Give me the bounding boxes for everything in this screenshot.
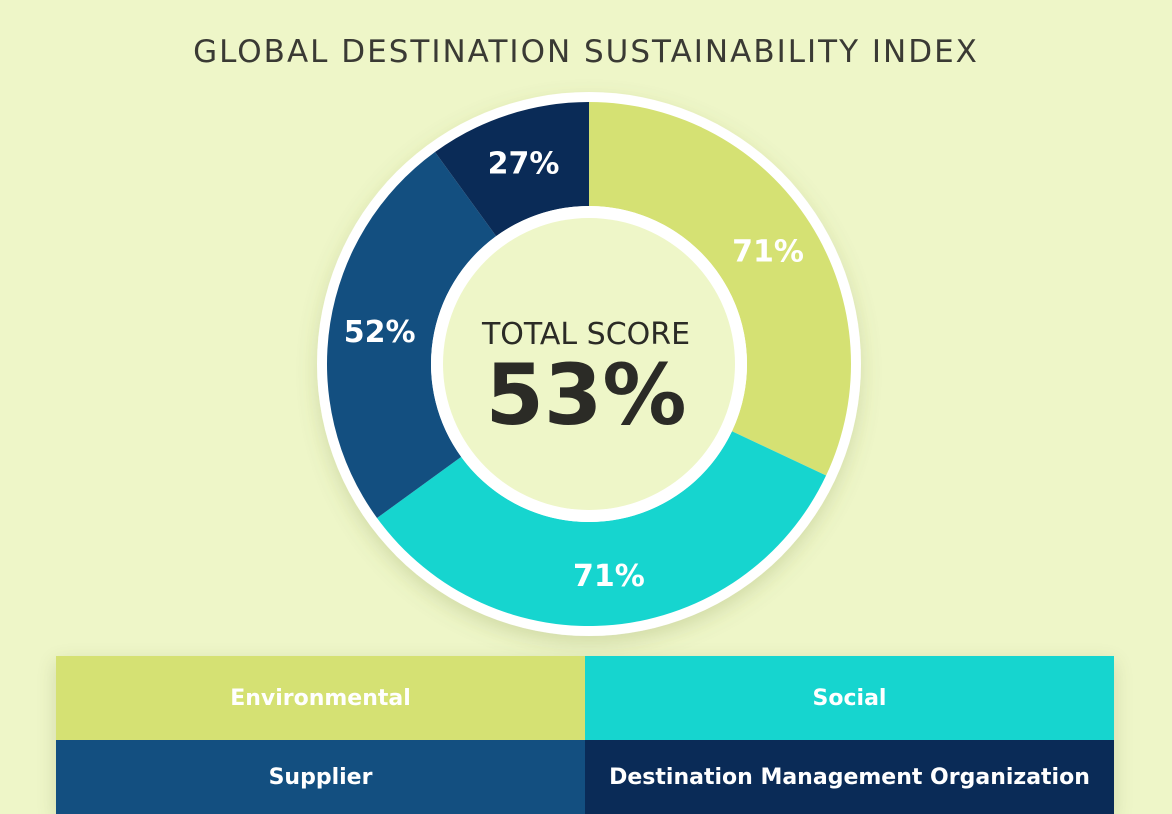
legend-label: Supplier (268, 764, 373, 790)
center-caption: TOTAL SCORE (481, 317, 690, 352)
legend-item-environmental: Environmental (56, 656, 585, 740)
donut-hole (443, 218, 735, 510)
legend-label: Social (812, 685, 887, 711)
slice-label: 71% (573, 559, 645, 594)
slice-label: 27% (488, 146, 560, 181)
slice-environmental (589, 102, 851, 476)
legend-item-social: Social (585, 656, 1114, 740)
legend-item-supplier: Supplier (56, 740, 585, 814)
legend-label: Destination Management Organization (609, 764, 1090, 790)
slice-social (377, 431, 827, 626)
legend-item-dmo: Destination Management Organization (585, 740, 1114, 814)
slice-label: 71% (732, 234, 804, 269)
chart-title: GLOBAL DESTINATION SUSTAINABILITY INDEX (193, 34, 979, 70)
donut-chart: 71% 71% 52% 27% TOTAL SCORE 53% (317, 92, 861, 636)
slice-label: 52% (344, 315, 416, 350)
center-value: 53% (485, 346, 686, 444)
legend: Environmental Social Supplier Destinatio… (56, 656, 1114, 814)
slice-supplier (327, 152, 497, 518)
legend-label: Environmental (230, 685, 411, 711)
slice-destination-management-organization (435, 102, 589, 237)
